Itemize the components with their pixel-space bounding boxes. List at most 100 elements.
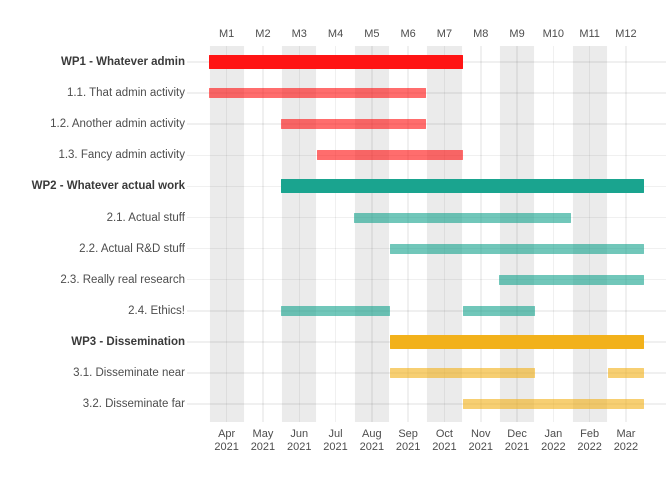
plot-area (187, 46, 666, 422)
task-label: WP2 - Whatever actual work (31, 180, 185, 193)
month-number-label: M11 (579, 28, 600, 40)
month-boundary-line (207, 46, 210, 422)
task-bar (390, 334, 645, 349)
gridline-vertical (516, 46, 518, 422)
month-text: Jul (328, 428, 343, 440)
month-number-label: M9 (509, 28, 525, 40)
month-name-label: Feb 2022 (568, 428, 612, 454)
month-text: Sep (398, 428, 418, 440)
gridline-vertical (225, 46, 228, 422)
task-bar (281, 305, 390, 316)
month-text: Nov (470, 428, 491, 440)
gridline-vertical (262, 46, 264, 422)
month-boundary-line (570, 46, 573, 422)
month-name-label: Jan 2022 (531, 428, 575, 454)
month-name-label: Aug 2021 (350, 428, 394, 454)
month-text: Jan (544, 428, 563, 440)
month-stripe (498, 46, 536, 422)
month-number-label: M7 (436, 28, 453, 40)
month-boundary-line (243, 46, 246, 422)
month-text: Dec (507, 428, 527, 440)
year-text: 2021 (395, 441, 421, 453)
month-boundary-line (534, 46, 537, 422)
task-label: 2.3. Really real research (60, 273, 185, 286)
task-label: 3.1. Disseminate near (73, 367, 185, 379)
gridline-vertical (552, 46, 555, 422)
month-number-label: M1 (219, 28, 235, 40)
month-text: Apr (218, 428, 236, 440)
task-bar (208, 55, 463, 69)
gridline-vertical (298, 46, 300, 422)
task-bar (281, 179, 645, 194)
month-text: Jun (290, 428, 309, 440)
task-bar (353, 212, 572, 223)
month-boundary-line (425, 46, 428, 422)
month-text: Feb (580, 428, 600, 440)
month-stripe (281, 46, 318, 422)
year-text: 2021 (287, 441, 312, 453)
task-bar (208, 88, 427, 99)
month-number-label: M5 (364, 28, 380, 40)
month-name-label: Jun 2021 (277, 428, 321, 454)
year-text: 2021 (250, 441, 276, 453)
month-text: Aug (362, 428, 382, 440)
month-boundary-line (389, 46, 391, 422)
task-bar (390, 368, 536, 378)
month-number-label: M10 (542, 28, 565, 40)
month-boundary-line (461, 46, 464, 422)
year-text: 2022 (577, 441, 602, 453)
month-name-label: Jul 2021 (314, 428, 358, 454)
month-number-label: M12 (615, 28, 637, 40)
year-text: 2021 (359, 441, 385, 453)
month-stripe (426, 46, 463, 422)
year-text: 2021 (323, 441, 348, 453)
gridline-horizontal (187, 403, 666, 405)
gridline-vertical (443, 46, 446, 422)
year-text: 2022 (613, 441, 639, 453)
task-bar (462, 305, 536, 316)
month-number-label: M8 (473, 28, 489, 40)
month-boundary-line (316, 46, 319, 422)
task-label: 2.4. Ethics! (128, 304, 185, 317)
year-text: 2021 (468, 441, 493, 453)
task-bar (462, 399, 645, 410)
month-boundary-line (280, 46, 283, 422)
month-number-label: M4 (327, 28, 344, 40)
month-stripe (208, 46, 245, 422)
gridline-horizontal (187, 92, 666, 94)
gridline-vertical (625, 46, 627, 422)
gridline-vertical (407, 46, 409, 422)
month-name-label: Oct 2021 (422, 428, 466, 454)
month-text: Oct (435, 428, 453, 440)
month-name-label: Nov 2021 (459, 428, 503, 454)
gridline-vertical (334, 46, 337, 422)
task-label: 2.2. Actual R&D stuff (79, 242, 185, 255)
task-bar (390, 243, 645, 254)
month-boundary-line (497, 46, 500, 422)
month-boundary-line (606, 46, 609, 422)
task-label: 1.2. Another admin activity (50, 118, 185, 131)
month-stripe (353, 46, 390, 422)
month-stripe (571, 46, 608, 422)
month-name-label: Sep 2021 (386, 428, 430, 454)
task-label: 1.1. That admin activity (66, 87, 185, 100)
month-number-label: M6 (400, 28, 416, 40)
task-label: WP1 - Whatever admin (61, 56, 185, 68)
month-boundary-line (352, 46, 355, 422)
month-name-label: May 2021 (241, 428, 285, 454)
year-text: 2021 (214, 441, 239, 453)
month-text: May (252, 428, 274, 440)
month-boundary-line (643, 46, 646, 422)
month-name-label: Apr 2021 (205, 428, 249, 454)
task-bar (317, 150, 463, 161)
task-bar (498, 274, 645, 285)
month-text: Mar (616, 428, 636, 440)
task-label: 2.1. Actual stuff (106, 211, 185, 224)
gridline-horizontal (187, 123, 666, 125)
year-text: 2021 (432, 441, 457, 453)
gridline-horizontal (187, 310, 666, 312)
month-name-label: Mar 2022 (604, 428, 648, 454)
month-name-label: Dec 2021 (495, 428, 539, 454)
year-text: 2022 (541, 441, 566, 453)
gridline-vertical (588, 46, 591, 422)
